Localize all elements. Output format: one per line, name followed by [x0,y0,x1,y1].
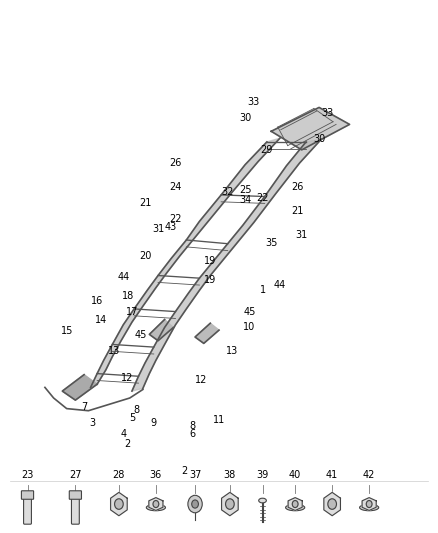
Text: 11: 11 [213,415,225,425]
Polygon shape [149,498,163,511]
Text: 17: 17 [126,306,138,317]
Polygon shape [195,323,219,343]
Text: 18: 18 [121,290,134,301]
FancyBboxPatch shape [24,497,32,524]
Text: 37: 37 [189,470,201,480]
Text: 21: 21 [139,198,151,208]
Text: 20: 20 [139,251,151,261]
Text: 25: 25 [239,184,251,195]
Polygon shape [62,375,97,400]
Polygon shape [222,492,238,516]
Text: 28: 28 [113,470,125,480]
Text: 43: 43 [165,222,177,232]
Ellipse shape [286,504,305,511]
Text: 2: 2 [181,466,187,475]
Text: 7: 7 [81,402,87,412]
Text: 33: 33 [248,97,260,107]
Text: 41: 41 [326,470,338,480]
Text: 38: 38 [224,470,236,480]
Text: 35: 35 [265,238,277,248]
Text: 10: 10 [244,322,256,333]
Text: 45: 45 [243,306,256,317]
Text: 26: 26 [170,158,182,168]
Text: 39: 39 [256,470,268,480]
Text: 13: 13 [109,346,121,357]
Polygon shape [271,108,350,150]
Circle shape [153,500,159,507]
Circle shape [115,499,123,510]
Text: 9: 9 [151,418,157,428]
FancyBboxPatch shape [69,491,81,499]
Text: 44: 44 [117,272,129,282]
Circle shape [188,495,202,513]
Circle shape [328,499,336,510]
Text: 31: 31 [152,224,164,235]
Text: 12: 12 [195,375,208,385]
Text: 45: 45 [134,330,147,341]
Text: 6: 6 [190,429,196,439]
Text: 22: 22 [169,214,182,224]
Text: 42: 42 [363,470,375,480]
Text: 8: 8 [133,405,139,415]
Polygon shape [288,498,302,511]
Text: 32: 32 [222,187,234,197]
Text: 34: 34 [239,195,251,205]
Text: 33: 33 [321,108,334,118]
Text: 15: 15 [60,326,73,336]
Text: 40: 40 [289,470,301,480]
Text: 3: 3 [90,418,96,428]
Text: 12: 12 [121,373,134,383]
Circle shape [192,500,198,508]
FancyBboxPatch shape [21,491,34,499]
Text: 13: 13 [226,346,238,357]
Polygon shape [362,498,376,511]
Circle shape [366,500,372,507]
Text: 2: 2 [124,439,131,449]
Text: 19: 19 [204,256,216,266]
FancyBboxPatch shape [71,497,79,524]
Ellipse shape [360,504,379,511]
Text: 30: 30 [239,113,251,123]
Text: 31: 31 [296,230,308,240]
Text: 30: 30 [313,134,325,144]
Polygon shape [324,492,340,516]
Ellipse shape [146,504,166,511]
Text: 8: 8 [190,421,196,431]
Text: 24: 24 [170,182,182,192]
Polygon shape [132,139,321,391]
Text: 26: 26 [291,182,304,192]
Polygon shape [149,319,173,341]
Circle shape [292,500,298,507]
Text: 27: 27 [69,470,81,480]
Text: 19: 19 [204,274,216,285]
Ellipse shape [259,498,266,503]
Text: 14: 14 [95,314,108,325]
Text: 4: 4 [120,429,126,439]
Text: 16: 16 [91,296,103,306]
Text: 36: 36 [150,470,162,480]
Text: 44: 44 [274,280,286,290]
Text: 21: 21 [291,206,304,216]
Text: 5: 5 [129,413,135,423]
Text: 1: 1 [259,285,265,295]
Text: 23: 23 [21,470,34,480]
Polygon shape [111,492,127,516]
Polygon shape [91,138,280,387]
Text: 22: 22 [256,192,269,203]
Text: 29: 29 [261,145,273,155]
Circle shape [226,499,234,510]
